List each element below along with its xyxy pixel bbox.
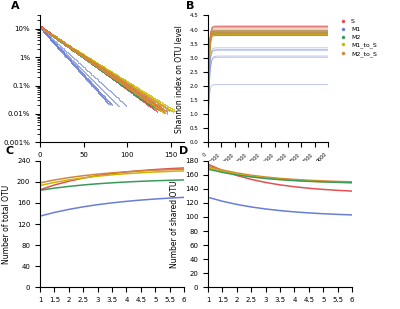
Text: B: B (186, 1, 195, 11)
Legend: S, M1, M2, M1_to_S, M2_to_S: S, M1, M2, M1_to_S, M2_to_S (337, 19, 377, 57)
X-axis label: Number of reads sampled: Number of reads sampled (218, 170, 318, 179)
X-axis label: OUT level rank: OUT level rank (84, 163, 140, 172)
Y-axis label: Number of total OTU: Number of total OTU (2, 184, 11, 264)
Text: D: D (179, 146, 188, 156)
Text: A: A (11, 1, 20, 11)
Text: C: C (6, 146, 14, 156)
Y-axis label: Shannon index on OTU level: Shannon index on OTU level (175, 25, 184, 133)
Y-axis label: Number of shared OTU: Number of shared OTU (170, 180, 179, 268)
